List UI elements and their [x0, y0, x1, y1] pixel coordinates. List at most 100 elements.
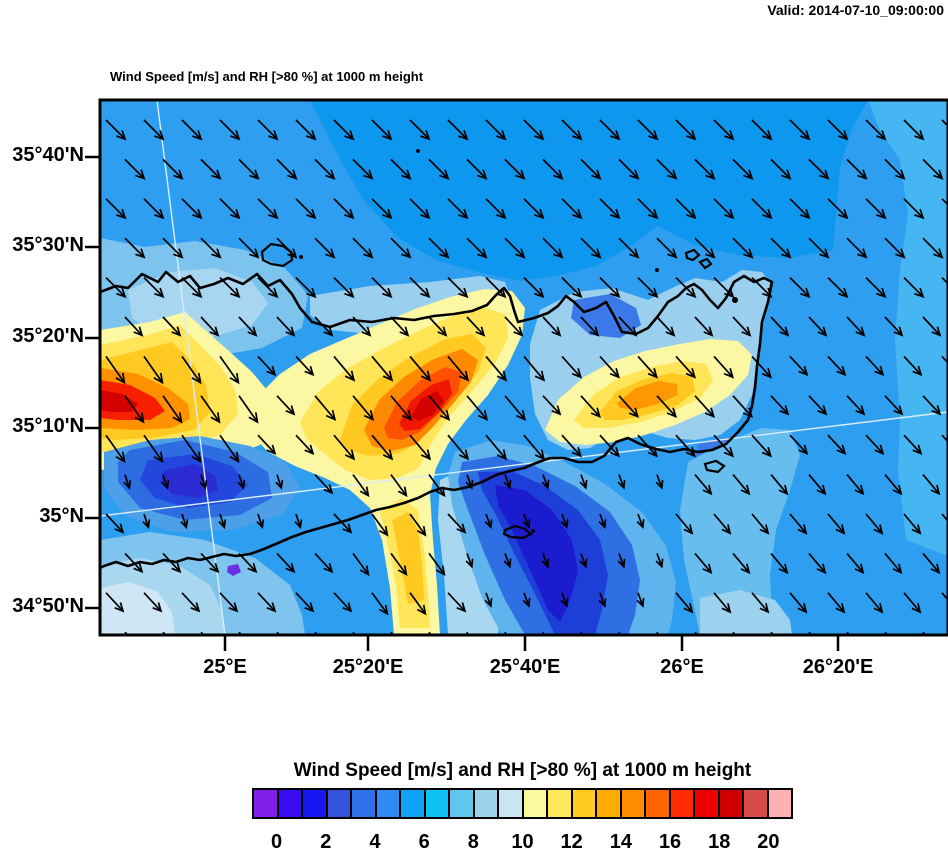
- wind-arrow: [523, 276, 545, 299]
- wind-arrow: [580, 158, 602, 180]
- wind-arrow: [257, 119, 279, 141]
- wind-arrow: [485, 355, 508, 382]
- wind-arrow: [656, 158, 678, 180]
- wind-arrow: [865, 592, 884, 614]
- wind-arrow: [561, 198, 583, 220]
- colorbar-cell: [717, 790, 742, 817]
- wind-arrow: [675, 592, 694, 614]
- wind-arrow: [884, 237, 906, 259]
- wind-arrow: [333, 198, 355, 220]
- wind-arrow: [865, 119, 887, 141]
- wind-arrow: [105, 355, 126, 385]
- latlon-gridlines: [100, 100, 948, 635]
- wind-arrow: [314, 316, 334, 337]
- valid-time-label: Valid: 2014-07-10_09:00:00: [767, 2, 944, 18]
- wind-arrow: [713, 592, 732, 614]
- wind-arrow: [618, 158, 640, 180]
- wind-arrow: [560, 513, 569, 530]
- wind-arrow: [504, 395, 527, 421]
- wind-arrow: [352, 237, 374, 259]
- colorbar-tick-label: 12: [560, 831, 583, 853]
- wind-arrow: [162, 316, 182, 337]
- wind-arrow: [846, 316, 866, 337]
- wind-arrow: [598, 592, 607, 608]
- wind-arrow: [617, 474, 626, 490]
- wind-arrow: [485, 119, 507, 141]
- wind-arrow: [561, 434, 583, 458]
- wind-arrow: [617, 553, 626, 569]
- wind-arrow: [161, 474, 170, 490]
- wind-arrow: [637, 355, 659, 379]
- wind-arrow: [219, 276, 241, 299]
- wind-arrow: [105, 119, 127, 141]
- wind-arrow: [808, 316, 828, 337]
- wind-arrow: [580, 237, 602, 259]
- colorbar-tick-label: 4: [369, 831, 381, 853]
- wind-arrow: [884, 158, 906, 180]
- wind-arrow: [371, 276, 393, 299]
- wind-arrow: [447, 434, 470, 461]
- wind-arrow: [599, 355, 621, 379]
- wind-arrow: [655, 474, 664, 490]
- wind-arrow: [162, 237, 184, 259]
- wind-arrow: [941, 119, 948, 128]
- wind-arrow: [903, 592, 922, 614]
- wind-arrow: [333, 592, 353, 613]
- wind-arrow: [694, 158, 716, 180]
- wind-arrow: [237, 474, 246, 490]
- wind-arrow: [124, 237, 146, 259]
- wind-arrow: [124, 158, 146, 180]
- wind-arrow: [732, 395, 754, 419]
- x-axis-label: 25°E: [203, 656, 247, 678]
- wind-arrow: [142, 513, 151, 530]
- wind-arrow: [827, 119, 849, 141]
- x-axis-label: 25°40'E: [489, 656, 561, 678]
- wind-arrow: [732, 474, 751, 496]
- wind-arrow: [751, 119, 773, 141]
- wind-arrow: [218, 513, 227, 530]
- wind-arrow: [181, 198, 203, 220]
- wind-arrow: [124, 316, 144, 337]
- colorbar-cell: [546, 790, 571, 817]
- wind-arrow: [846, 158, 868, 180]
- wind-arrow: [390, 474, 408, 498]
- wind-arrow: [732, 552, 751, 575]
- wind-arrow: [333, 434, 356, 461]
- wind-arrow: [143, 119, 165, 141]
- y-axis-label: 35°20'N: [12, 325, 84, 347]
- wind-arrow: [352, 316, 372, 337]
- wind-arrow: [409, 276, 431, 299]
- wind-arrow: [903, 276, 925, 299]
- wind-arrow: [485, 276, 507, 299]
- wind-arrow: [124, 395, 145, 424]
- wind-arrow: [466, 237, 488, 259]
- wind-arrow: [428, 474, 446, 498]
- wind-arrow: [770, 552, 789, 575]
- colorbar-title: Wind Speed [m/s] and RH [>80 %] at 1000 …: [293, 760, 752, 781]
- wind-arrow: [484, 513, 493, 530]
- colorbar-tick-label: 14: [609, 831, 632, 853]
- wind-arrow: [199, 474, 208, 490]
- wind-arrow: [541, 553, 550, 569]
- wind-arrow: [637, 434, 659, 458]
- wind-arrow: [333, 355, 356, 382]
- wind-arrow: [941, 434, 948, 443]
- wind-arrow: [846, 474, 865, 496]
- wind-arrow: [181, 355, 202, 385]
- wind-arrow: [675, 198, 697, 220]
- y-axis-label: 34°50'N: [12, 595, 84, 617]
- wind-arrow: [599, 119, 621, 141]
- colorbar-cell: [619, 790, 644, 817]
- wind-arrow: [504, 316, 524, 337]
- wind-arrow: [561, 119, 583, 141]
- wind-arrow: [219, 355, 240, 385]
- wind-arrow: [865, 434, 885, 455]
- wind-arrow: [560, 592, 569, 608]
- wind-arrow: [713, 276, 735, 299]
- wind-arrow: [390, 237, 412, 259]
- x-axis-label: 26°E: [660, 656, 704, 678]
- wind-arrow: [295, 276, 317, 299]
- colorbar-cell: [448, 790, 473, 817]
- colorbar-tick-label: 8: [467, 831, 479, 853]
